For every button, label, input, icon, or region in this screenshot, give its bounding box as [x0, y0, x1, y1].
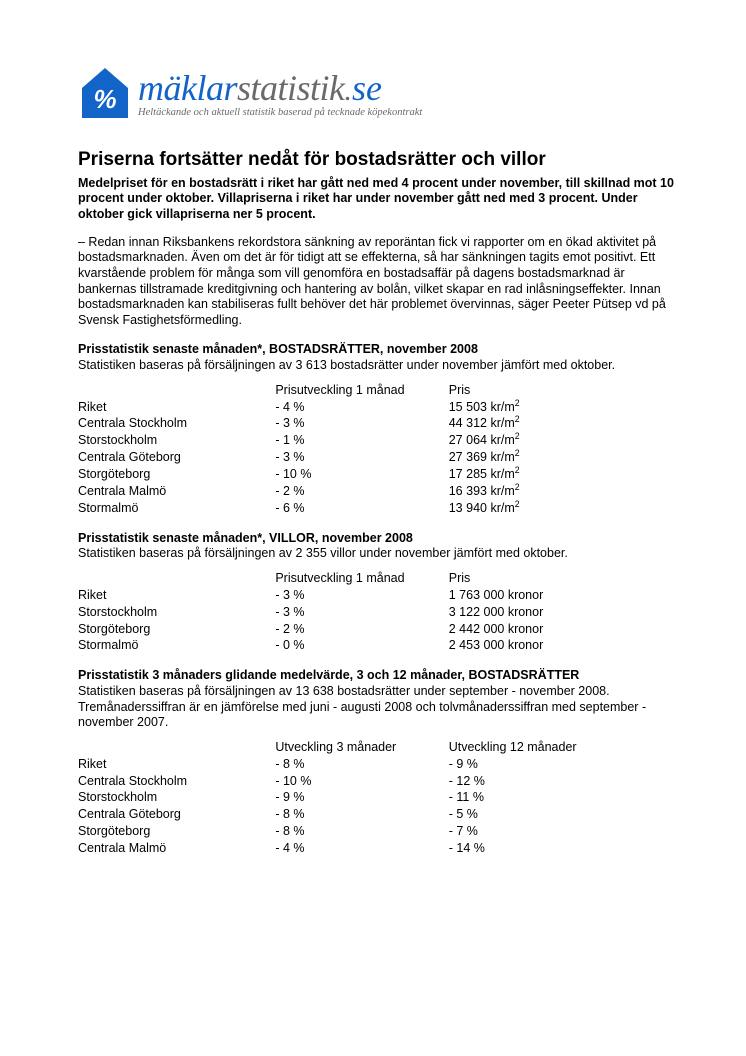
page-title: Priserna fortsätter nedåt för bostadsrät… [78, 148, 676, 172]
table1-dev: - 4 % [275, 399, 448, 416]
table2-heading: Prisstatistik senaste månaden*, VILLOR, … [78, 531, 676, 547]
table1-dev: - 1 % [275, 432, 448, 449]
table2-dev: - 0 % [275, 637, 448, 654]
table-row: Storgöteborg- 10 %17 285 kr/m2 [78, 466, 676, 483]
table1-col1-header: Prisutveckling 1 månad [275, 382, 448, 399]
table2-price: 1 763 000 kronor [449, 587, 676, 604]
table1: Prisutveckling 1 månadPrisRiket- 4 %15 5… [78, 382, 676, 517]
table3-heading: Prisstatistik 3 månaders glidande medelv… [78, 668, 676, 684]
table2-price: 2 442 000 kronor [449, 621, 676, 638]
logo: % mäklarstatistik.se Heltäckande och akt… [78, 64, 676, 122]
table3-region: Storgöteborg [78, 823, 275, 840]
table1-col2-header: Pris [449, 382, 676, 399]
table1-region: Centrala Malmö [78, 483, 275, 500]
table-row: Centrala Göteborg- 8 %- 5 % [78, 806, 676, 823]
table1-region: Centrala Stockholm [78, 415, 275, 432]
table3-dev3: - 8 % [275, 756, 448, 773]
table3-dev12: - 12 % [449, 773, 676, 790]
table-row: Stormalmö- 0 %2 453 000 kronor [78, 637, 676, 654]
table-row: Centrala Malmö- 4 %- 14 % [78, 840, 676, 857]
table-row: Riket- 4 %15 503 kr/m2 [78, 399, 676, 416]
table-row: Storstockholm- 3 %3 122 000 kronor [78, 604, 676, 621]
table-row: Storstockholm- 1 %27 064 kr/m2 [78, 432, 676, 449]
logo-tagline: Heltäckande och aktuell statistik basera… [138, 106, 422, 119]
table2-region: Stormalmö [78, 637, 275, 654]
table1-price: 15 503 kr/m2 [449, 399, 676, 416]
table-row: Storgöteborg- 2 %2 442 000 kronor [78, 621, 676, 638]
table-row: Riket- 8 %- 9 % [78, 756, 676, 773]
table3-dev12: - 11 % [449, 789, 676, 806]
table3-dev3: - 4 % [275, 840, 448, 857]
lead-paragraph: Medelpriset för en bostadsrätt i riket h… [78, 176, 676, 223]
logo-part-statistik: statistik [237, 68, 345, 108]
table3-dev12: - 9 % [449, 756, 676, 773]
table1-price: 27 064 kr/m2 [449, 432, 676, 449]
table3-col2-header: Utveckling 12 månader [449, 739, 676, 756]
table-row: Centrala Malmö- 2 %16 393 kr/m2 [78, 483, 676, 500]
table1-region: Storgöteborg [78, 466, 275, 483]
table2-dev: - 3 % [275, 604, 448, 621]
table2-dev: - 3 % [275, 587, 448, 604]
table3-dev3: - 9 % [275, 789, 448, 806]
table3-region: Centrala Stockholm [78, 773, 275, 790]
table-row: Riket- 3 %1 763 000 kronor [78, 587, 676, 604]
table1-price: 16 393 kr/m2 [449, 483, 676, 500]
table-row: Centrala Stockholm- 3 %44 312 kr/m2 [78, 415, 676, 432]
table1-region: Riket [78, 399, 275, 416]
table2-subheading: Statistiken baseras på försäljningen av … [78, 546, 676, 562]
table-row: Centrala Göteborg- 3 %27 369 kr/m2 [78, 449, 676, 466]
table2: Prisutveckling 1 månadPrisRiket- 3 %1 76… [78, 570, 676, 654]
table3-dev12: - 5 % [449, 806, 676, 823]
table-row: Centrala Stockholm- 10 %- 12 % [78, 773, 676, 790]
table1-heading: Prisstatistik senaste månaden*, BOSTADSR… [78, 342, 676, 358]
logo-part-dot: . [345, 74, 353, 107]
table3-dev12: - 7 % [449, 823, 676, 840]
table1-region: Stormalmö [78, 500, 275, 517]
house-percent-icon: % [78, 64, 132, 122]
logo-text-column: mäklarstatistik.se Heltäckande och aktue… [138, 70, 422, 119]
table1-price: 17 285 kr/m2 [449, 466, 676, 483]
table-row: Storstockholm- 9 %- 11 % [78, 789, 676, 806]
logo-wordmark: mäklarstatistik.se [138, 70, 422, 106]
table3-subheading: Statistiken baseras på försäljningen av … [78, 684, 676, 731]
table2-dev: - 2 % [275, 621, 448, 638]
table3-region: Storstockholm [78, 789, 275, 806]
table1-dev: - 2 % [275, 483, 448, 500]
table2-col2-header: Pris [449, 570, 676, 587]
table1-region: Storstockholm [78, 432, 275, 449]
table-row: Stormalmö- 6 %13 940 kr/m2 [78, 500, 676, 517]
table1-price: 27 369 kr/m2 [449, 449, 676, 466]
table1-subheading: Statistiken baseras på försäljningen av … [78, 358, 676, 374]
table2-price: 3 122 000 kronor [449, 604, 676, 621]
table3: Utveckling 3 månaderUtveckling 12 månade… [78, 739, 676, 857]
table1-dev: - 3 % [275, 449, 448, 466]
table2-region: Storgöteborg [78, 621, 275, 638]
table1-price: 44 312 kr/m2 [449, 415, 676, 432]
table3-col1-header: Utveckling 3 månader [275, 739, 448, 756]
table3-region: Riket [78, 756, 275, 773]
logo-part-maklar: mäklar [138, 68, 237, 108]
table1-region: Centrala Göteborg [78, 449, 275, 466]
table2-col1-header: Prisutveckling 1 månad [275, 570, 448, 587]
table1-dev: - 10 % [275, 466, 448, 483]
svg-text:%: % [93, 84, 116, 114]
table3-region: Centrala Göteborg [78, 806, 275, 823]
table3-dev3: - 8 % [275, 823, 448, 840]
table2-region: Storstockholm [78, 604, 275, 621]
table2-region: Riket [78, 587, 275, 604]
table1-col0-header [78, 382, 275, 399]
table-row: Storgöteborg- 8 %- 7 % [78, 823, 676, 840]
table1-dev: - 6 % [275, 500, 448, 517]
logo-part-se: se [352, 68, 382, 108]
table2-col0-header [78, 570, 275, 587]
table1-dev: - 3 % [275, 415, 448, 432]
body-paragraph: – Redan innan Riksbankens rekordstora sä… [78, 235, 676, 329]
table1-price: 13 940 kr/m2 [449, 500, 676, 517]
table3-dev3: - 10 % [275, 773, 448, 790]
table3-dev12: - 14 % [449, 840, 676, 857]
table2-price: 2 453 000 kronor [449, 637, 676, 654]
table3-region: Centrala Malmö [78, 840, 275, 857]
table3-col0-header [78, 739, 275, 756]
table3-dev3: - 8 % [275, 806, 448, 823]
